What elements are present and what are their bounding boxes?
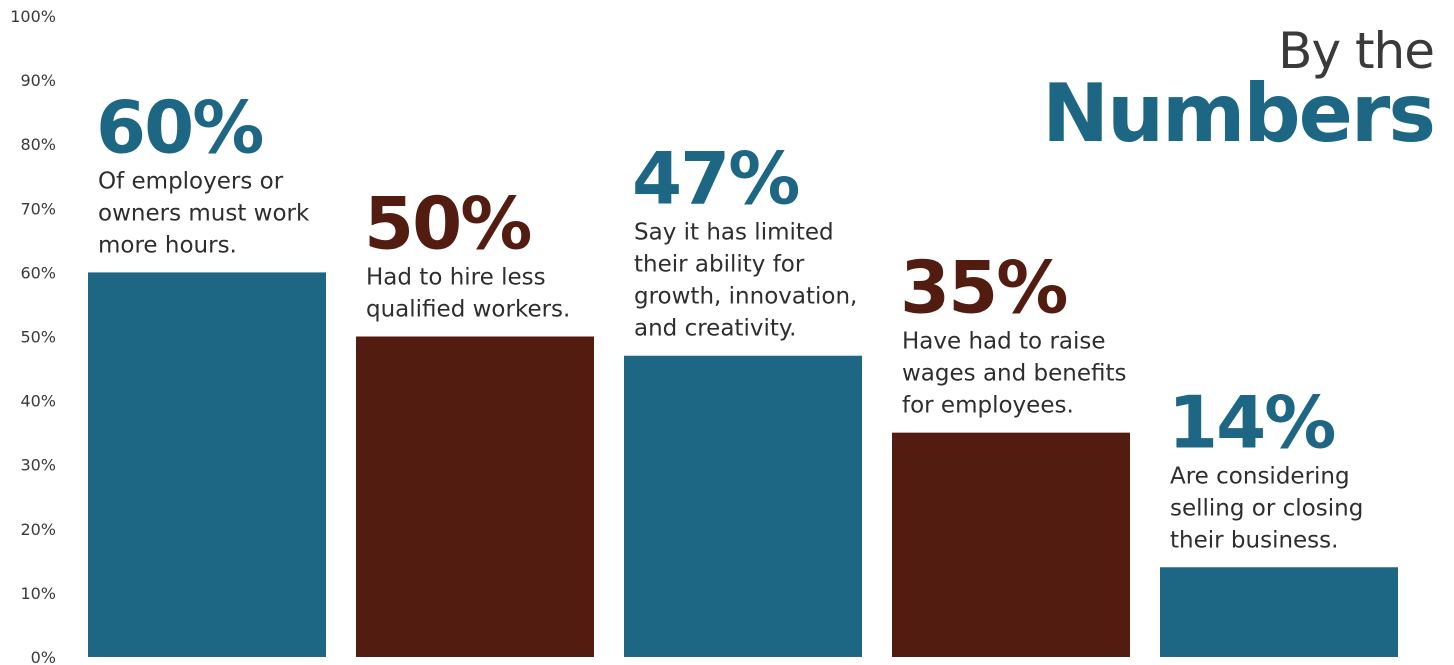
- y-tick-label: 80%: [20, 135, 56, 154]
- y-tick-label: 90%: [20, 71, 56, 90]
- bar-value-label: 14%: [1168, 380, 1334, 464]
- bar: [892, 433, 1130, 657]
- bar: [1160, 567, 1398, 657]
- y-tick-label: 70%: [20, 199, 56, 218]
- bar-value-label: 47%: [632, 137, 798, 221]
- bar-annotation-line: Of employers or: [98, 168, 284, 194]
- bar-annotation-line: qualified workers.: [366, 297, 570, 323]
- y-tick-label: 50%: [20, 328, 56, 347]
- bar-value-label: 50%: [364, 182, 530, 266]
- bar-annotation-line: owners must work: [98, 200, 310, 226]
- y-tick-label: 20%: [20, 520, 56, 539]
- bar-annotation-line: their business.: [1170, 527, 1338, 553]
- y-tick-label: 100%: [10, 7, 56, 26]
- bar-annotation-line: their ability for: [634, 252, 805, 278]
- bar: [624, 356, 862, 657]
- bar-annotation-line: Are considering: [1170, 463, 1350, 489]
- y-tick-label: 10%: [20, 584, 56, 603]
- bar: [88, 272, 326, 657]
- y-tick-label: 40%: [20, 392, 56, 411]
- bar-annotation-line: Had to hire less: [366, 265, 546, 291]
- bar-annotation-line: for employees.: [902, 393, 1074, 419]
- bar-annotation-line: wages and benefits: [902, 361, 1127, 387]
- bar-value-label: 60%: [96, 85, 262, 169]
- bar: [356, 337, 594, 658]
- bar-annotation-line: growth, innovation,: [634, 284, 857, 310]
- bar-annotation-line: and creativity.: [634, 316, 797, 342]
- y-tick-label: 0%: [31, 648, 56, 665]
- y-tick-label: 30%: [20, 456, 56, 475]
- bar-annotation-line: Have had to raise: [902, 329, 1106, 355]
- bar-annotation-line: more hours.: [98, 232, 237, 258]
- bar-annotation-line: Say it has limited: [634, 220, 834, 246]
- bar-annotation-line: selling or closing: [1170, 495, 1363, 521]
- y-tick-label: 60%: [20, 263, 56, 282]
- bar-value-label: 35%: [900, 246, 1066, 330]
